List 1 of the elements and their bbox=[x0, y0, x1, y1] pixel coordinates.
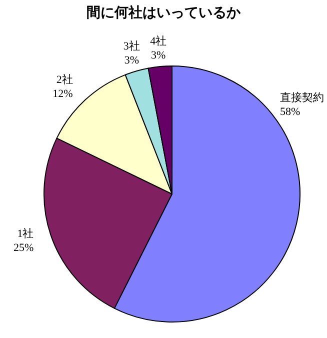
title: 間に何社はいっているか bbox=[86, 5, 240, 21]
